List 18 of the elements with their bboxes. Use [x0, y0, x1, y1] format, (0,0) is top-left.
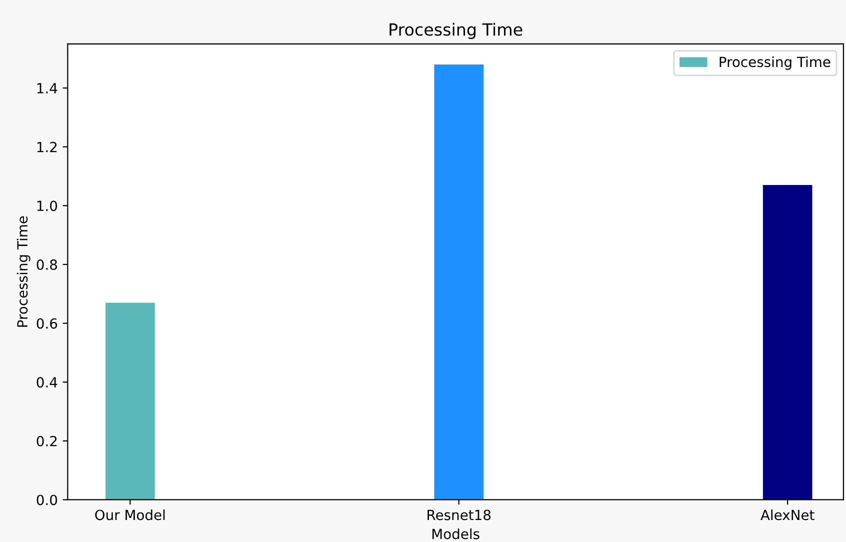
legend-label: Processing Time	[720, 56, 830, 70]
x-tick-label: Resnet18	[428, 510, 491, 520]
y-tick-label: 0.4	[36, 377, 58, 388]
bar	[105, 302, 155, 500]
y-tick-label: 0.0	[36, 494, 58, 506]
y-axis-title: Processing Time	[16, 216, 30, 327]
y-tick-label: 0.2	[36, 436, 57, 446]
bar	[434, 64, 484, 500]
chart-title: Processing Time	[390, 22, 522, 40]
x-axis-title: Models	[432, 528, 480, 540]
x-tick-label: AlexNet	[760, 509, 814, 520]
y-tick-label: 1.4	[37, 83, 58, 94]
y-tick-label: 1.0	[37, 200, 58, 212]
y-tick-label: 0.6	[36, 318, 58, 329]
bar	[762, 185, 812, 500]
y-tick-label: 1.2	[37, 142, 57, 152]
y-tick-label: 0.8	[36, 259, 58, 270]
x-tick-label: Our Model	[95, 509, 165, 520]
